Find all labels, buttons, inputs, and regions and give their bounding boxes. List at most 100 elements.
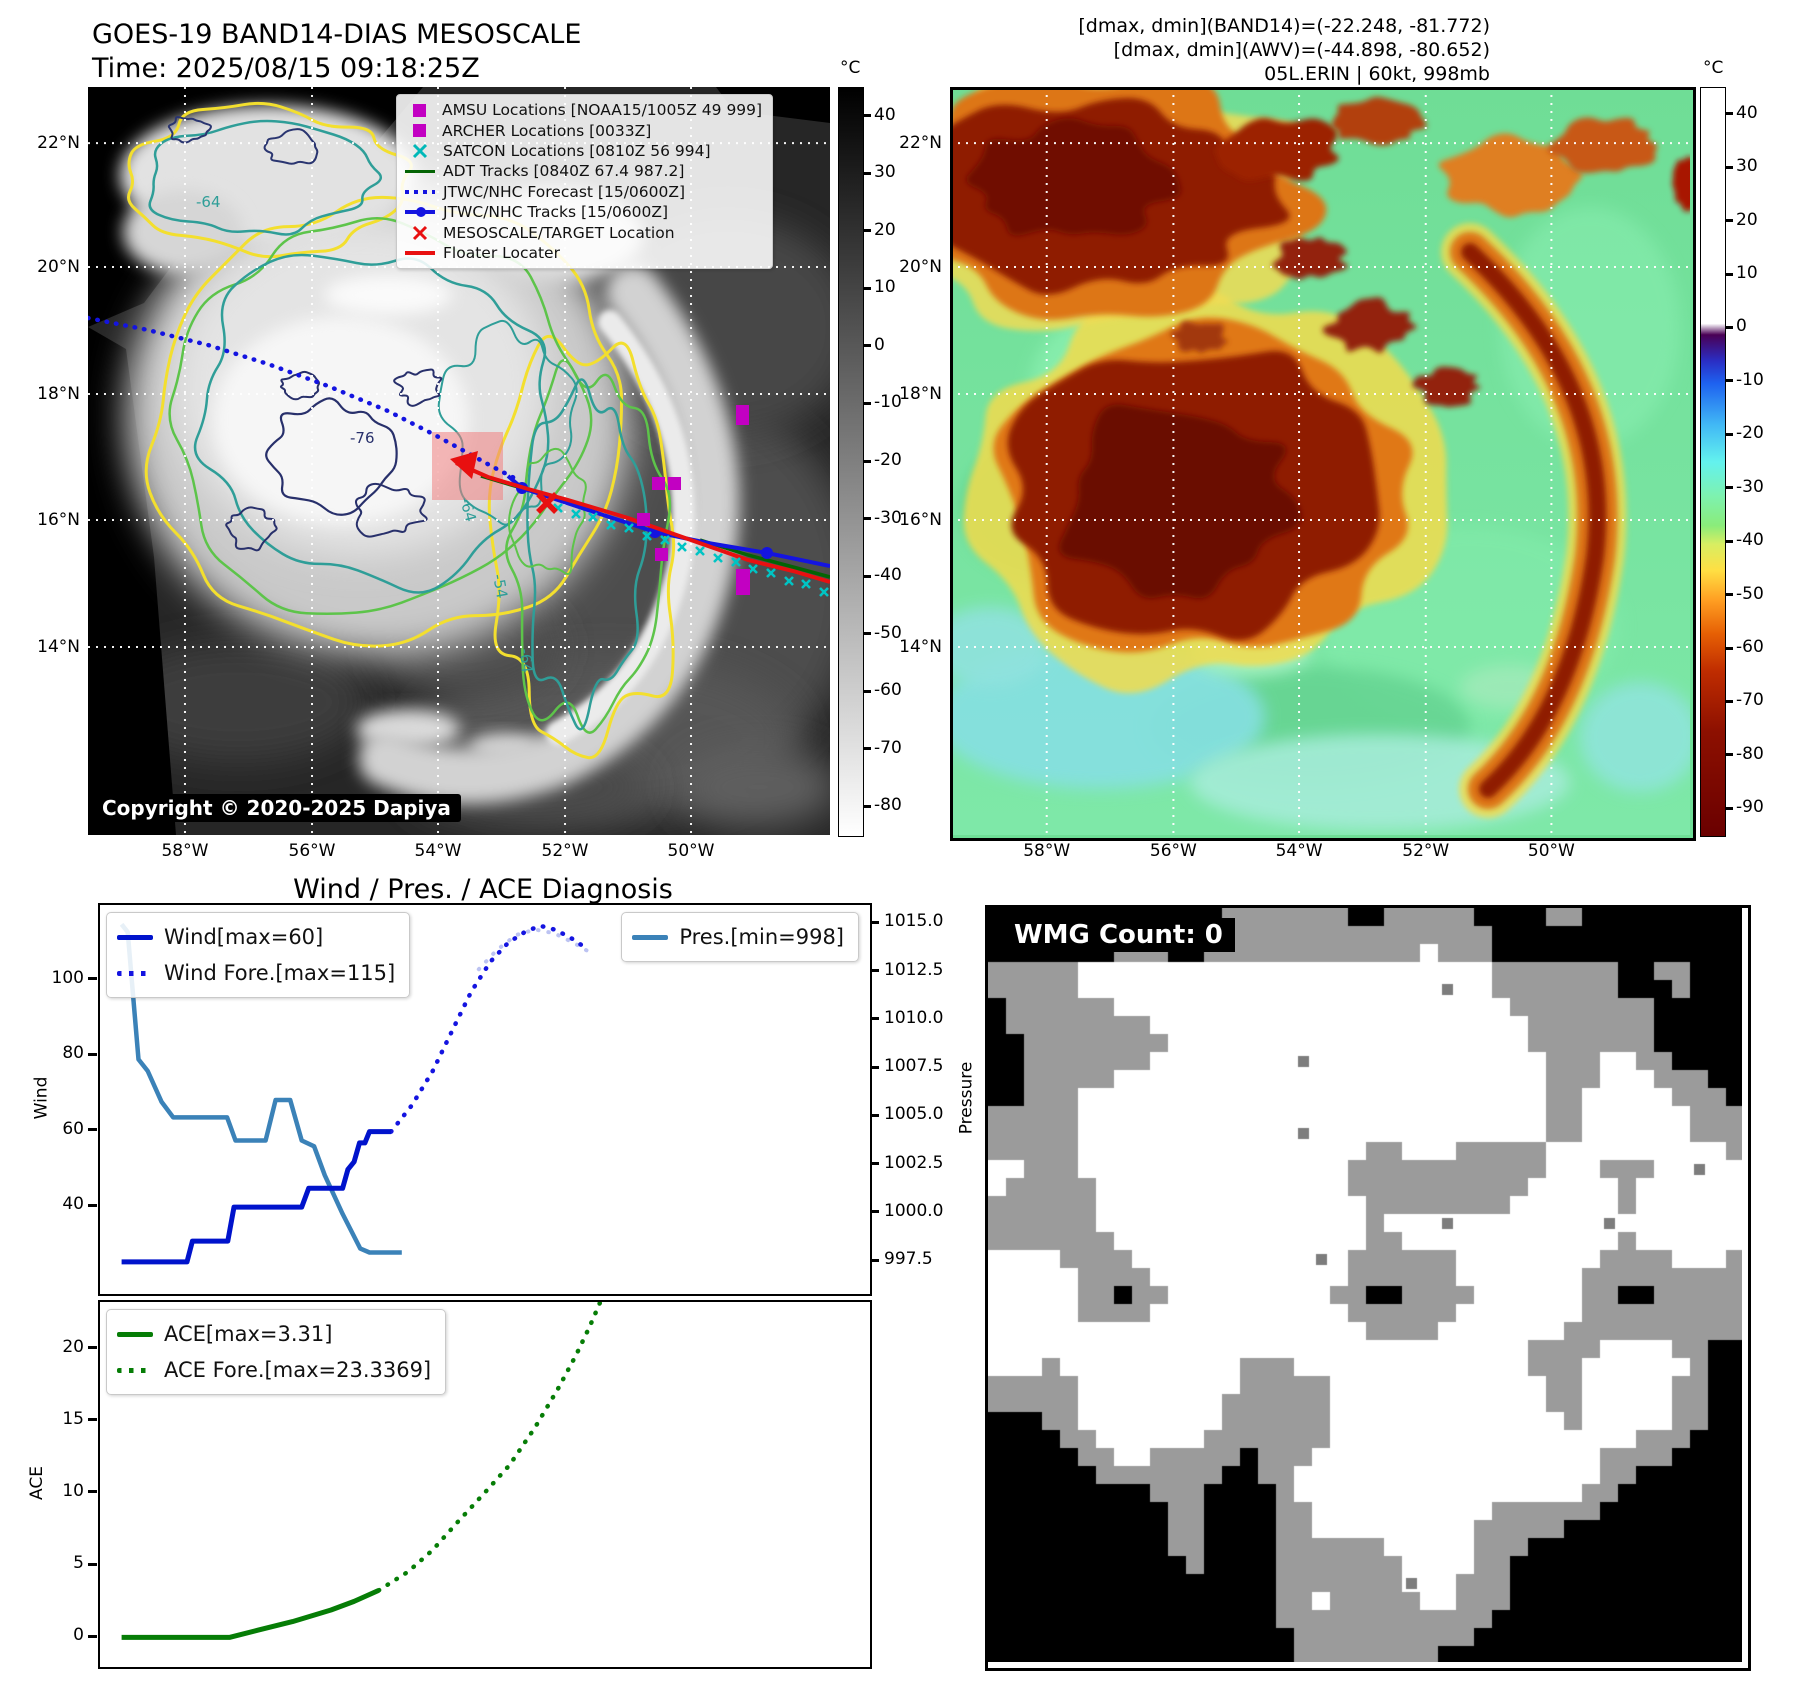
- band14-colorbar-unit: °C: [840, 58, 861, 78]
- map-legend-label: Floater Locater: [443, 243, 560, 262]
- colorbar-tick-label: 0: [1736, 316, 1747, 337]
- lon-tick-label: 54°W: [414, 841, 462, 861]
- lat-tick-label: 22°N: [899, 133, 942, 154]
- floater-arrow: [450, 451, 478, 479]
- lon-tick-label: 50°W: [1527, 841, 1575, 861]
- colorbar-tick: [863, 171, 871, 175]
- y-tick-label: 60: [62, 1118, 84, 1139]
- colorbar-tick: [1725, 593, 1733, 597]
- y-tick: [88, 1346, 97, 1350]
- colorbar-tick-label: -20: [874, 450, 902, 470]
- diagnosis-title: Wind / Pres. / ACE Diagnosis: [293, 874, 673, 905]
- chart-legend-label: Wind[max=60]: [164, 925, 324, 949]
- amsu-marker: [736, 405, 749, 425]
- y-tick: [870, 920, 879, 924]
- satcon-marker: [801, 579, 811, 589]
- map-legend-item: AMSU Locations [NOAA15/1005Z 49 999]: [405, 100, 762, 120]
- chart-legend-label: ACE Fore.[max=23.3369]: [164, 1358, 432, 1382]
- lat-tick-label: 22°N: [37, 133, 80, 154]
- y-tick-label: 5: [73, 1553, 84, 1573]
- colorbar-tick-label: 10: [1736, 263, 1758, 283]
- solid-line-legend-marker: [117, 1331, 153, 1337]
- map-legend-label: SATCON Locations [0810Z 56 994]: [443, 141, 711, 160]
- map-legend-label: JTWC/NHC Tracks [15/0600Z]: [443, 203, 669, 222]
- satcon-marker: [748, 564, 758, 574]
- y-tick: [870, 1162, 879, 1166]
- y-axis-label: Wind: [31, 1076, 52, 1119]
- timestamp: Time: 2025/08/15 09:18:25Z: [92, 53, 480, 84]
- dotted-line-legend-marker: [117, 970, 153, 976]
- map-legend-item: JTWC/NHC Forecast [15/0600Z]: [405, 182, 762, 202]
- y-tick-label: 1010.0: [884, 1007, 944, 1028]
- x-legend-marker: [405, 143, 435, 159]
- series-wind-max-60-: [121, 1129, 392, 1265]
- chart-legend-item: Pres.[min=998]: [632, 919, 844, 955]
- contour-label: -54: [489, 573, 511, 600]
- colorbar-tick-label: 20: [1736, 209, 1758, 230]
- colorbar-tick: [1725, 699, 1733, 703]
- y-tick: [870, 969, 879, 973]
- wind-legend: Wind[max=60] Wind Fore.[max=115]: [106, 912, 411, 998]
- colorbar-tick-label: -60: [874, 680, 902, 701]
- chart-legend-item: ACE[max=3.31]: [117, 1316, 431, 1352]
- amsu-marker: [655, 548, 668, 561]
- satcon-marker: [624, 523, 634, 533]
- y-tick: [88, 1634, 97, 1638]
- square-legend-marker: [413, 103, 426, 117]
- chart-legend-label: ACE[max=3.31]: [164, 1322, 333, 1346]
- band14-map-panel: -64 -76 -64 -54 -64 AMSU Locations [NOAA15/1…: [88, 87, 830, 835]
- map-legend-label: JTWC/NHC Forecast [15/0600Z]: [443, 182, 686, 201]
- band14-header: GOES-19 BAND14-DIAS MESOSCALE Time: 2025…: [92, 18, 581, 86]
- awv-overlay: [953, 90, 1690, 835]
- solid-line-legend-marker: [632, 934, 669, 940]
- line-legend-marker: [405, 169, 435, 174]
- lon-tick-label: 54°W: [1275, 841, 1323, 861]
- colorbar-tick: [1725, 646, 1733, 650]
- colorbar-tick: [1725, 486, 1733, 490]
- amsu-marker: [637, 513, 650, 526]
- contour-label: -64: [516, 648, 536, 674]
- colorbar-tick: [863, 574, 871, 578]
- chart-legend-label: Wind Fore.[max=115]: [164, 961, 396, 985]
- awv-colorbar-unit: °C: [1703, 58, 1724, 78]
- colorbar-tick-label: 10: [874, 277, 896, 298]
- lat-tick-label: 20°N: [37, 256, 80, 277]
- band14-overlay: -64 -76 -64 -54 -64: [88, 87, 830, 835]
- series-wind-fore-outer-: [476, 927, 592, 972]
- colorbar-tick-label: -30: [1736, 476, 1764, 497]
- colorbar-tick: [1725, 325, 1733, 329]
- y-tick-label: 1000.0: [884, 1200, 944, 1221]
- y-tick: [88, 1418, 97, 1422]
- map-legend-item: JTWC/NHC Tracks [15/0600Z]: [405, 202, 762, 222]
- y-tick: [88, 1562, 97, 1566]
- colorbar-tick: [1725, 432, 1733, 436]
- dmax-dmin-awv: [dmax, dmin](AWV)=(-44.898, -80.652): [1113, 39, 1490, 61]
- page-title: GOES-19 BAND14-DIAS MESOSCALE: [92, 19, 582, 50]
- floater-track: [455, 461, 830, 584]
- contour-label: -76: [350, 429, 375, 447]
- dotted-line-legend-marker: [117, 1367, 153, 1373]
- colorbar-tick: [863, 344, 871, 348]
- colorbar-tick-label: -10: [1736, 369, 1764, 390]
- dotted-legend-marker: [405, 189, 435, 194]
- ace-legend: ACE[max=3.31] ACE Fore.[max=23.3369]: [106, 1309, 447, 1395]
- dot: [416, 206, 426, 217]
- lat-tick-label: 18°N: [37, 383, 80, 404]
- amsu-marker: [668, 477, 681, 490]
- colorbar-tick: [863, 747, 871, 751]
- solid-line-legend-marker: [117, 934, 153, 940]
- colorbar-tick-label: -70: [874, 737, 902, 758]
- colorbar-tick: [1725, 539, 1733, 543]
- dmax-dmin-band14: [dmax, dmin](BAND14)=(-22.248, -81.772): [1078, 15, 1490, 37]
- ace-plot: [121, 1299, 603, 1640]
- satcon-marker: [588, 512, 598, 522]
- y-tick-label: 1002.5: [884, 1152, 944, 1173]
- colorbar-tick: [1725, 219, 1733, 223]
- y-tick-label: 15: [62, 1408, 84, 1429]
- y-tick-label: 0: [73, 1625, 84, 1646]
- wind-pressure-plot: [119, 922, 592, 1265]
- colorbar-tick-label: 30: [1736, 156, 1758, 177]
- storm-id-intensity: 05L.ERIN | 60kt, 998mb: [1264, 63, 1490, 85]
- y-tick: [88, 1052, 97, 1056]
- colorbar-tick: [863, 459, 871, 463]
